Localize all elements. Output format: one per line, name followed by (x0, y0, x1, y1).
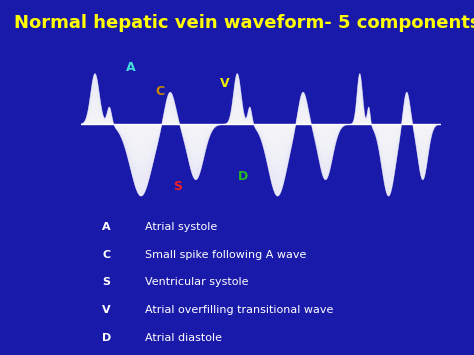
Text: V: V (220, 77, 229, 90)
Text: V: V (102, 305, 111, 315)
Text: A: A (102, 222, 111, 232)
Text: C: C (102, 250, 110, 260)
Text: Ventricular systole: Ventricular systole (146, 277, 249, 287)
Text: Atrial systole: Atrial systole (146, 222, 218, 232)
Text: D: D (102, 333, 111, 343)
Text: D: D (237, 170, 248, 183)
Text: C: C (155, 85, 164, 98)
Text: S: S (102, 277, 110, 287)
Text: Normal hepatic vein waveform- 5 components: Normal hepatic vein waveform- 5 componen… (14, 14, 474, 32)
Text: Atrial diastole: Atrial diastole (146, 333, 222, 343)
Text: S: S (173, 180, 182, 193)
Text: A: A (126, 61, 136, 73)
Text: Atrial overfilling transitional wave: Atrial overfilling transitional wave (146, 305, 334, 315)
Text: Small spike following A wave: Small spike following A wave (146, 250, 307, 260)
